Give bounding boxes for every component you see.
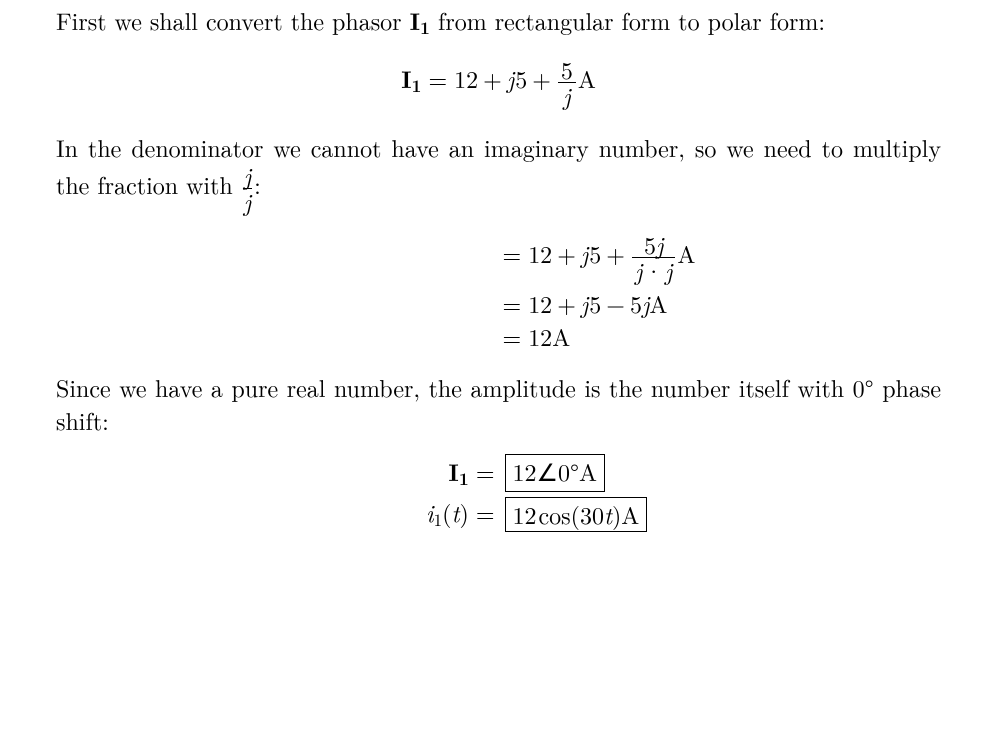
phasor-I-sub: 1 <box>420 15 430 40</box>
eq2-r1-unit: A <box>677 236 695 270</box>
eq2-r3-eq: = <box>503 322 529 351</box>
equation-3: I1= 12∠0°A i1(t)= 12cos(30t)A <box>56 454 941 532</box>
eq3a-left: I1= <box>75 457 499 490</box>
eq3b-right: 12cos(30t)A <box>499 497 923 532</box>
eq2-row-1: =12+j5+5jj·jA <box>56 232 941 283</box>
eq3a-deg: 0° <box>558 454 579 488</box>
para-2: In the denominator we cannot have an ima… <box>56 131 941 215</box>
eq1-unit: A <box>578 61 596 95</box>
phasor-I: I <box>410 4 420 38</box>
eq2-r1-den-dot: · <box>644 253 663 287</box>
para-3: Since we have a pure real number, the am… <box>56 371 941 436</box>
para-1: First we shall convert the phasor I1 fro… <box>56 4 941 39</box>
eq3-row-b: i1(t)= 12cos(30t)A <box>56 497 941 532</box>
eq2-row3-right: =12A <box>499 322 923 351</box>
eq3a-I: I <box>448 455 458 489</box>
eq3a-right: 12∠0°A <box>499 454 923 492</box>
eq3b-cos: cos <box>539 497 571 531</box>
eq2-r1-12: 12 <box>528 236 552 270</box>
para-2-post: : <box>254 167 261 201</box>
eq1-frac: 5j <box>558 57 576 108</box>
eq2-row-3: =12A <box>56 322 941 351</box>
eq2-r2-j1: j <box>581 286 588 320</box>
eq3a-box: 12∠0°A <box>505 454 606 492</box>
eq2-r1-5: 5 <box>589 236 601 270</box>
eq2-row-2: =12+j5−5jA <box>56 289 941 318</box>
eq2-r2-eq: = <box>503 289 529 318</box>
eq3b-box: 12cos(30t)A <box>505 497 648 532</box>
para-1-pre: First we shall convert the phasor <box>56 3 410 37</box>
eq3b-fn: i <box>426 495 433 529</box>
eq3b-unit: A <box>621 497 639 531</box>
eq1-lhs-sym: I <box>401 62 411 96</box>
page: First we shall convert the phasor I1 fro… <box>0 0 997 729</box>
eq3b-var-t: t <box>604 497 612 531</box>
equation-2: =12+j5+5jj·jA =12+j5−5jA =12A <box>56 232 941 351</box>
para-1-post: from rectangular form to polar form: <box>430 3 825 37</box>
eq2-r2-minus: − <box>601 289 630 318</box>
eq1-plus-2: + <box>527 61 556 95</box>
eq3b-sub: 1 <box>434 508 443 532</box>
eq2-r2-plus1: + <box>552 289 581 318</box>
eq2-row2-right: =12+j5−5jA <box>499 289 923 318</box>
eq2-r1-den-j2: j <box>665 253 672 287</box>
para-3-text: Since we have a pure real number, the am… <box>56 370 941 436</box>
equation-1: I1=12+j5+5jA <box>56 57 941 108</box>
eq3a-sub: 1 <box>459 465 469 490</box>
eq2-r3-12: 12 <box>528 319 552 353</box>
eq3a-mag: 12 <box>513 454 537 488</box>
eq3b-mag: 12 <box>513 497 537 531</box>
para-2-frac: jj <box>243 163 252 214</box>
eq3b-l: ( <box>571 497 580 531</box>
eq1-lhs: I1 <box>401 62 421 96</box>
eq2-r1-frac: 5jj·j <box>632 232 675 283</box>
eq3a-lhs: I1 <box>448 455 468 489</box>
eq3b-eq: = <box>469 498 495 527</box>
eq3b-r: ) <box>612 497 621 531</box>
eq2-r2-5a: 5 <box>589 286 601 320</box>
eq3a-unit: A <box>579 454 597 488</box>
eq1-lhs-sub: 1 <box>412 73 422 98</box>
eq2-r3-unit: A <box>552 319 570 353</box>
eq3b-rparen: ) <box>459 495 468 529</box>
eq2-r1-j: j <box>581 236 588 270</box>
eq1-5: 5 <box>515 61 527 95</box>
para-2-frac-den: j <box>243 189 252 214</box>
eq3b-lparen: ( <box>442 495 451 529</box>
para-2-pre: In the denominator we cannot have an ima… <box>56 130 941 201</box>
eq2-r2-unit: A <box>649 286 667 320</box>
eq2-r1-plus1: + <box>552 239 581 268</box>
eq2-r1-den-j1: j <box>635 253 642 287</box>
eq1-j: j <box>507 61 514 95</box>
eq2-r2-5b: 5 <box>630 286 642 320</box>
angle-icon: ∠ <box>537 460 559 487</box>
eq1-12: 12 <box>454 61 478 95</box>
eq2-r1-frac-den: j·j <box>632 258 675 283</box>
eq3-row-a: I1= 12∠0°A <box>56 454 941 492</box>
eq1-frac-den: j <box>558 83 576 108</box>
phasor-I1: I1 <box>410 4 430 38</box>
eq3a-eq: = <box>469 457 495 486</box>
eq2-r1-plus2: + <box>601 239 630 268</box>
eq3b-w: 30 <box>580 497 604 531</box>
eq2-r2-12: 12 <box>528 286 552 320</box>
eq1-eq: = <box>421 61 454 95</box>
eq1-plus-1: + <box>478 61 507 95</box>
eq2-r1-eq: = <box>503 239 529 268</box>
eq2-row1-right: =12+j5+5jj·jA <box>499 232 923 283</box>
eq3b-left: i1(t)= <box>75 498 499 531</box>
equation-1-line: I1=12+j5+5jA <box>56 57 941 108</box>
